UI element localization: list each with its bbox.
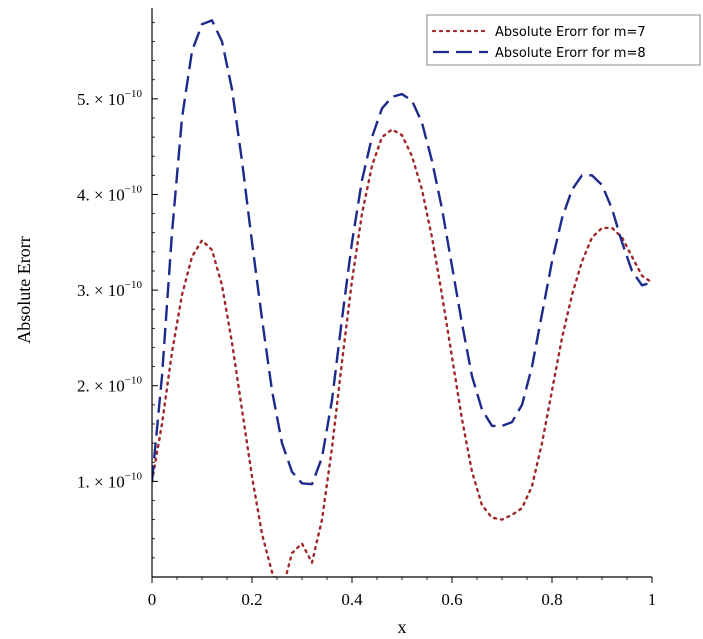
y-tick-label: 1. × 10−10 (77, 470, 143, 491)
x-tick-label: 0.6 (441, 590, 462, 609)
y-tick-label: 5. × 10−10 (77, 88, 143, 109)
y-axis-title: Absolute Erorr (14, 236, 34, 343)
y-tick-label: 2. × 10−10 (77, 375, 143, 396)
x-tick-label: 0.4 (341, 590, 363, 609)
y-tick-label: 4. × 10−10 (77, 183, 143, 204)
legend-label-m8: Absolute Erorr for m=8 (495, 46, 646, 61)
x-axis-title: x (398, 617, 407, 637)
ticks-layer: 0 0.2 0.4 0.6 0.8 1 1. × 10−10 2. × 10−10 3. × 1… (77, 21, 657, 609)
series-line-0 (152, 128, 654, 577)
x-tick-label: 0.2 (241, 590, 262, 609)
legend-box (426, 14, 701, 66)
legend-label-m7: Absolute Erorr for m=7 (495, 25, 646, 40)
series-line-1 (152, 19, 653, 486)
series-layer (152, 19, 654, 577)
y-tick-label: 3. × 10−10 (77, 279, 143, 300)
x-tick-label: 0 (148, 590, 157, 609)
x-tick-label: 0.8 (541, 590, 562, 609)
legend: Absolute Erorr for m=7 Absolute Erorr fo… (426, 14, 701, 66)
x-tick-label: 1 (648, 590, 657, 609)
